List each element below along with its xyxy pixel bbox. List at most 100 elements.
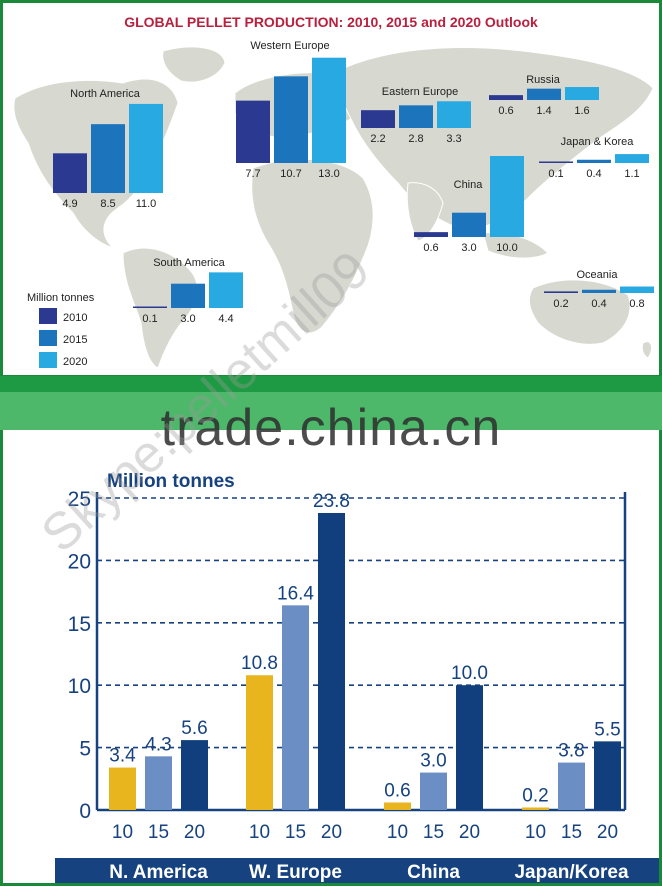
x-tick-n-america-15: 15 bbox=[148, 822, 169, 843]
bar-w-europe-15 bbox=[282, 605, 309, 810]
bar-value-w-europe-20: 23.8 bbox=[313, 491, 350, 512]
map-bar-south-america-2020 bbox=[209, 272, 243, 308]
legend-label-2010: 2010 bbox=[63, 312, 87, 324]
x-tick-w-europe-10: 10 bbox=[249, 822, 270, 843]
x-tick-china-20: 20 bbox=[459, 822, 480, 843]
bar-w-europe-20 bbox=[318, 512, 345, 810]
category-label-w-europe: W. Europe bbox=[249, 862, 342, 883]
map-bar-label-eastern-europe-2015: 2.8 bbox=[408, 133, 423, 145]
watermark-trade-china: trade.china.cn bbox=[160, 399, 502, 457]
map-bar-western-europe-2015 bbox=[274, 76, 308, 163]
map-bar-label-china-2015: 3.0 bbox=[461, 242, 476, 254]
map-bar-oceania-2015 bbox=[582, 289, 616, 293]
map-bar-japan-korea-2015 bbox=[577, 159, 611, 163]
map-region-name-china: China bbox=[454, 179, 484, 191]
new-zealand-landmass bbox=[641, 341, 653, 359]
bar-value-japan-korea-10: 0.2 bbox=[522, 786, 548, 807]
map-bar-label-western-europe-2010: 7.7 bbox=[245, 168, 260, 180]
map-region-name-japan-korea: Japan & Korea bbox=[561, 136, 635, 148]
bar-chart-svg: Million tonnes 0 5 10 15 20 25 3.4 10 4.3 15 5.6 2… bbox=[55, 471, 659, 883]
greenland-landmass bbox=[162, 46, 226, 83]
map-legend: Million tonnes 2010 2015 2020 bbox=[27, 292, 95, 368]
category-label-japan-korea: Japan/Korea bbox=[514, 862, 628, 883]
y-tick-label-20: 20 bbox=[68, 550, 91, 573]
y-tick-label-5: 5 bbox=[79, 738, 91, 761]
bar-value-china-20: 10.0 bbox=[451, 663, 488, 684]
map-bar-russia-2010 bbox=[489, 95, 523, 100]
map-bar-south-america-2010 bbox=[133, 306, 167, 308]
bar-china-20 bbox=[456, 685, 483, 810]
map-legend-title: Million tonnes bbox=[27, 292, 95, 304]
map-bar-china-2015 bbox=[452, 212, 486, 237]
map-bar-eastern-europe-2020 bbox=[437, 101, 471, 128]
x-tick-japan-korea-15: 15 bbox=[561, 822, 582, 843]
map-region-name-north-america: North America bbox=[70, 88, 141, 100]
map-bar-label-japan-korea-2015: 0.4 bbox=[586, 168, 601, 180]
bar-value-w-europe-15: 16.4 bbox=[277, 583, 314, 604]
bar-china-10 bbox=[384, 802, 411, 810]
x-tick-japan-korea-20: 20 bbox=[597, 822, 618, 843]
map-bar-japan-korea-2020 bbox=[615, 154, 649, 163]
india-landmass bbox=[406, 182, 444, 242]
y-tick-label-25: 25 bbox=[68, 488, 91, 511]
map-bar-label-south-america-2020: 4.4 bbox=[218, 313, 233, 325]
bar-value-japan-korea-20: 5.5 bbox=[594, 719, 620, 740]
map-bar-label-oceania-2015: 0.4 bbox=[591, 298, 606, 310]
bar-japan-korea-15 bbox=[558, 762, 585, 810]
map-region-name-south-america: South America bbox=[153, 257, 225, 269]
legend-label-2015: 2015 bbox=[63, 334, 87, 346]
map-bar-label-russia-2010: 0.6 bbox=[498, 105, 513, 117]
bar-value-china-15: 3.0 bbox=[420, 751, 446, 772]
bar-n-america-15 bbox=[145, 756, 172, 810]
y-tick-label-0: 0 bbox=[79, 800, 91, 823]
map-bar-oceania-2010 bbox=[544, 291, 578, 293]
x-tick-w-europe-15: 15 bbox=[285, 822, 306, 843]
bar-value-n-america-15: 4.3 bbox=[145, 734, 171, 755]
legend-swatch-2020 bbox=[39, 352, 57, 368]
bar-value-n-america-10: 3.4 bbox=[109, 746, 136, 767]
map-bar-label-western-europe-2015: 10.7 bbox=[280, 168, 301, 180]
map-bar-label-china-2010: 0.6 bbox=[423, 242, 438, 254]
map-bar-label-oceania-2010: 0.2 bbox=[553, 298, 568, 310]
map-region-name-russia: Russia bbox=[526, 74, 561, 86]
map-bar-label-china-2020: 10.0 bbox=[496, 242, 517, 254]
x-tick-w-europe-20: 20 bbox=[321, 822, 342, 843]
x-tick-china-15: 15 bbox=[423, 822, 444, 843]
bottom-bar-chart: Million tonnes 0 5 10 15 20 25 3.4 10 4.3 15 5.6 2… bbox=[0, 430, 662, 886]
map-bar-label-north-america-2020: 11.0 bbox=[136, 198, 157, 210]
map-bar-china-2020 bbox=[490, 156, 524, 237]
bar-chart-marks: 3.4 10 4.3 15 5.6 20 10.8 10 16.4 15 23.8 20 0.6 10 3.… bbox=[109, 491, 621, 843]
map-bar-eastern-europe-2010 bbox=[361, 110, 395, 128]
bar-value-n-america-20: 5.6 bbox=[181, 718, 207, 739]
legend-swatch-2015 bbox=[39, 330, 57, 346]
x-tick-china-10: 10 bbox=[387, 822, 408, 843]
x-tick-n-america-10: 10 bbox=[112, 822, 133, 843]
category-strip bbox=[55, 858, 659, 883]
map-bar-label-oceania-2020: 0.8 bbox=[629, 298, 644, 310]
y-axis-label: Million tonnes bbox=[107, 471, 235, 492]
green-divider-inner bbox=[0, 392, 662, 432]
category-label-n-america: N. America bbox=[109, 862, 208, 883]
map-bar-russia-2015 bbox=[527, 88, 561, 100]
map-bar-groups: North America 4.9 8.5 11.0 Western Europe 7.7… bbox=[53, 40, 654, 325]
bar-w-europe-10 bbox=[246, 675, 273, 810]
category-labels: N. America W. Europe China Japan/Korea bbox=[109, 862, 629, 883]
y-tick-label-10: 10 bbox=[68, 675, 91, 698]
map-bar-eastern-europe-2015 bbox=[399, 105, 433, 128]
australia-landmass bbox=[528, 279, 631, 345]
map-bar-label-south-america-2010: 0.1 bbox=[142, 313, 157, 325]
map-bar-western-europe-2020 bbox=[312, 57, 346, 164]
map-bar-oceania-2020 bbox=[620, 286, 654, 293]
map-bar-label-russia-2020: 1.6 bbox=[574, 105, 589, 117]
bar-value-china-10: 0.6 bbox=[384, 781, 410, 802]
bar-n-america-10 bbox=[109, 767, 136, 810]
map-region-name-western-europe: Western Europe bbox=[250, 40, 329, 52]
bar-value-japan-korea-15: 3.8 bbox=[558, 741, 584, 762]
map-bar-label-japan-korea-2010: 0.1 bbox=[548, 168, 563, 180]
x-tick-japan-korea-10: 10 bbox=[525, 822, 546, 843]
bar-japan-korea-20 bbox=[594, 741, 621, 810]
map-bar-label-japan-korea-2020: 1.1 bbox=[624, 168, 639, 180]
bar-n-america-20 bbox=[181, 740, 208, 810]
map-bar-south-america-2015 bbox=[171, 283, 205, 308]
map-bar-label-eastern-europe-2010: 2.2 bbox=[370, 133, 385, 145]
